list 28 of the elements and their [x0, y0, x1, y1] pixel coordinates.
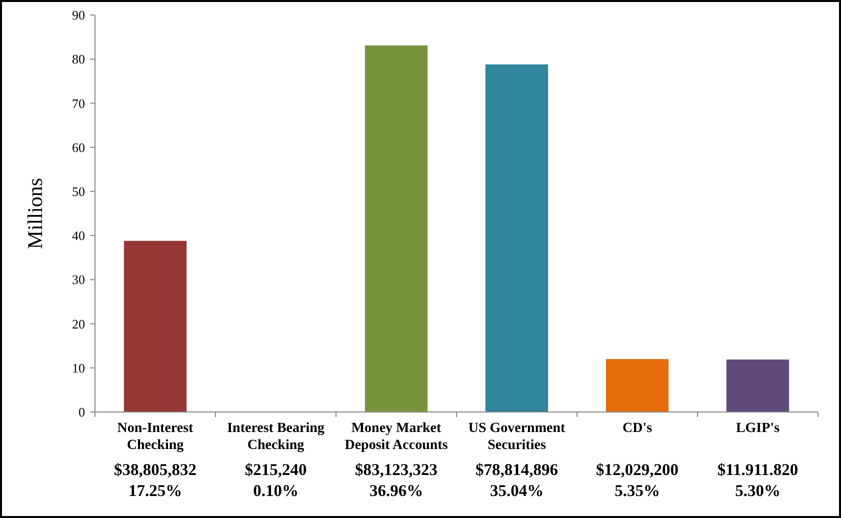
y-tick-label: 80 — [72, 52, 85, 67]
y-tick-label: 30 — [72, 272, 85, 288]
text: $38,805,832 17.25% — [114, 460, 196, 500]
text: $12,029,200 5.35% — [596, 460, 678, 500]
text: $215,240 0.10% — [244, 460, 307, 500]
x-tick-label: CD's — [622, 421, 653, 436]
y-tick-label: 90 — [72, 8, 85, 23]
x-tick-label: Non-Interest Checking — [117, 421, 194, 453]
x-tick-label: Interest Bearing Checking — [227, 421, 324, 453]
x-tick-label: US Government Securities — [468, 421, 566, 453]
y-tick-label: 20 — [72, 316, 85, 332]
bar — [124, 240, 187, 412]
x-tick-label: LGIP's — [736, 421, 780, 436]
y-tick-label: 0 — [78, 404, 85, 420]
bar — [606, 359, 669, 412]
text: $11.911.820 5.30% — [717, 460, 798, 500]
bar — [364, 45, 428, 412]
y-tick-label: 50 — [72, 184, 85, 199]
y-axis-title: Millions — [23, 178, 47, 250]
y-tick-label: 10 — [72, 360, 85, 376]
text: $78,814,896 35.04% — [476, 460, 558, 500]
bar — [485, 64, 548, 412]
y-tick-label: 60 — [72, 140, 85, 155]
bar — [726, 360, 790, 412]
x-tick-label: Money Market Deposit Accounts — [344, 421, 448, 453]
text: $83,123,323 36.96% — [355, 460, 438, 500]
y-tick-label: 40 — [72, 228, 85, 244]
y-tick-label: 70 — [72, 96, 85, 111]
